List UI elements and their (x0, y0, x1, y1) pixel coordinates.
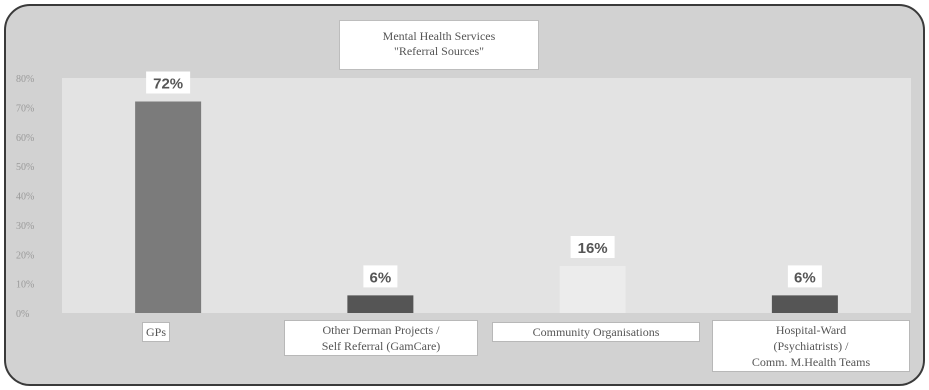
chart-frame: 0% 10% 20% 30% 40% 50% 60% 70% 80% 72% 6% 16% 6% Men… (4, 4, 925, 386)
chart-title-box: Mental Health Services "Referral Sources… (339, 20, 539, 70)
chart-title: Mental Health Services (382, 29, 496, 43)
data-label: 6% (370, 269, 392, 286)
y-tick-label: 20% (16, 250, 34, 261)
bar (771, 295, 838, 313)
data-label: 6% (794, 269, 816, 286)
chart-subtitle: "Referral Sources" (393, 44, 485, 58)
data-label-box (363, 265, 398, 288)
data-label-box (787, 265, 822, 288)
x-label-other-derman: Other Derman Projects / Self Referral (G… (284, 320, 478, 356)
x-label-community: Community Organisations (492, 322, 700, 342)
data-label-box (146, 71, 191, 94)
bar (135, 101, 202, 313)
y-tick-label: 80% (16, 74, 34, 85)
y-tick-label: 30% (16, 221, 34, 232)
x-label-gps: GPs (142, 322, 171, 342)
bar (559, 266, 626, 313)
data-label: 16% (578, 240, 608, 257)
y-tick-label: 70% (16, 103, 34, 114)
data-label: 72% (153, 76, 183, 93)
y-tick-label: 10% (16, 280, 34, 291)
data-label-box (570, 236, 615, 258)
y-tick-label: 50% (16, 162, 34, 173)
plot-area (62, 78, 911, 313)
y-tick-label: 40% (16, 192, 34, 203)
bar (347, 295, 414, 313)
bar-chart: 0% 10% 20% 30% 40% 50% 60% 70% 80% 72% 6% 16% 6% (16, 71, 911, 320)
y-tick-label: 60% (16, 133, 34, 144)
x-label-hospital-ward: Hospital-Ward (Psychiatrists) / Comm. M.… (712, 320, 910, 372)
y-tick-label: 0% (16, 309, 29, 320)
